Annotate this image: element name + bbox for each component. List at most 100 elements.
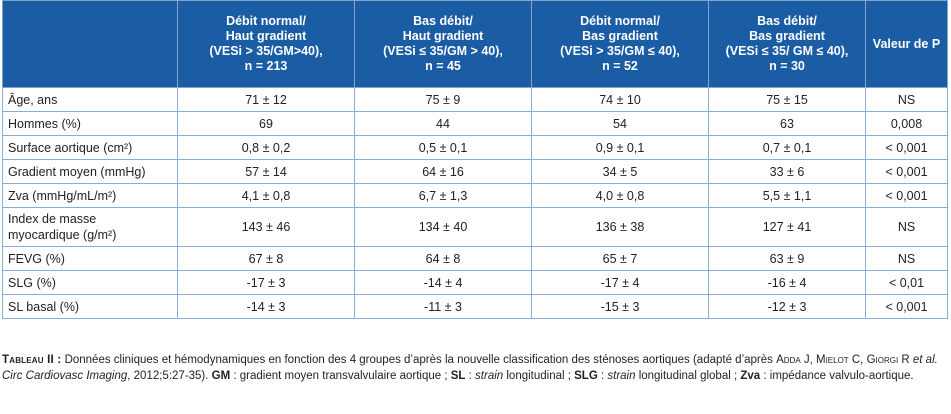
column-header-5: Valeur de P	[865, 0, 948, 88]
table-cell: 0,008	[865, 111, 948, 136]
header-line: Bas gradient	[582, 29, 658, 43]
header-line: n = 45	[425, 59, 461, 73]
table-cell: -11 ± 3	[354, 294, 532, 319]
table-cell: 33 ± 6	[708, 159, 866, 184]
header-line: Haut gradient	[402, 29, 484, 43]
table-row: SL basal (%) -14 ± 3 -11 ± 3 -15 ± 3 -12 ± 3…	[2, 294, 948, 319]
table-row: Âge, ans 71 ± 12 75 ± 9 74 ± 10 75 ± 15 NS	[2, 87, 948, 112]
def-gm: : gradient moyen transvalvulaire aortiqu…	[230, 370, 451, 382]
row-label: Gradient moyen (mmHg)	[2, 159, 178, 184]
table-cell: -12 ± 3	[708, 294, 866, 319]
abbr-zva: Zva	[740, 370, 761, 382]
table-cell: < 0,001	[865, 183, 948, 208]
table-cell: 6,7 ± 1,3	[354, 183, 532, 208]
row-label: Surface aortique (cm²)	[2, 135, 178, 160]
table-cell: 4,0 ± 0,8	[531, 183, 709, 208]
abbr-gm: GM	[211, 370, 231, 382]
header-line: (VESi > 35/GM>40),	[209, 44, 323, 58]
table-cell: 64 ± 16	[354, 159, 532, 184]
header-line: Haut gradient	[225, 29, 307, 43]
def-zva: : impédance valvulo-aortique.	[760, 370, 914, 382]
table-cell: 74 ± 10	[531, 87, 709, 112]
strain-word: strain	[475, 370, 504, 382]
header-line: (VESi ≤ 35/ GM ≤ 40),	[725, 44, 849, 58]
def-slg-pre: :	[597, 370, 608, 382]
row-label: Index de masse myocardique (g/m²)	[2, 207, 178, 247]
table-cell: 34 ± 5	[531, 159, 709, 184]
table-row: SLG (%) -17 ± 3 -14 ± 4 -17 ± 4 -16 ± 4 < 0,0…	[2, 270, 948, 295]
table-cell: < 0,001	[865, 135, 948, 160]
row-label: Hommes (%)	[2, 111, 178, 136]
table-cell: -14 ± 3	[177, 294, 355, 319]
strain-word: strain	[607, 370, 636, 382]
table-body: Âge, ans 71 ± 12 75 ± 9 74 ± 10 75 ± 15 NS Hom…	[2, 87, 948, 319]
table-cell: -15 ± 3	[531, 294, 709, 319]
table-cell: 0,9 ± 0,1	[531, 135, 709, 160]
table-cell: NS	[865, 246, 948, 271]
table-cell: 63 ± 9	[708, 246, 866, 271]
table-cell: 143 ± 46	[177, 207, 355, 247]
table-cell: -16 ± 4	[708, 270, 866, 295]
table-row: FEVG (%) 67 ± 8 64 ± 8 65 ± 7 63 ± 9 NS	[2, 246, 948, 271]
row-label: Âge, ans	[2, 87, 178, 112]
table-cell: 63	[708, 111, 866, 136]
table-cell: 54	[531, 111, 709, 136]
def-sl-post: longitudinal ;	[503, 370, 575, 382]
data-table: Débit normal/Haut gradient (VESi > 35/GM>…	[2, 0, 948, 319]
table-row: Zva (mmHg/mL/m²) 4,1 ± 0,8 6,7 ± 1,3 4,0 ± …	[2, 183, 948, 208]
document: Débit normal/Haut gradient (VESi > 35/GM>…	[2, 0, 948, 382]
header-line: Débit normal/	[226, 14, 306, 28]
table-caption: Tableau II : Données cliniques et hémody…	[2, 352, 947, 384]
column-header-0	[2, 0, 178, 88]
table-cell: NS	[865, 207, 948, 247]
column-header-4: Bas débit/Bas gradient (VESi ≤ 35/ GM ≤ 4…	[708, 0, 866, 88]
row-label: SL basal (%)	[2, 294, 178, 319]
table-row: Gradient moyen (mmHg) 57 ± 14 64 ± 16 34 ± …	[2, 159, 948, 184]
table-cell: 0,8 ± 0,2	[177, 135, 355, 160]
table-cell: 57 ± 14	[177, 159, 355, 184]
table-cell: -17 ± 4	[531, 270, 709, 295]
header-line: n = 52	[602, 59, 638, 73]
header-line: Bas débit/	[413, 14, 473, 28]
header-row: Débit normal/Haut gradient (VESi > 35/GM>…	[2, 0, 948, 88]
table-row: Surface aortique (cm²) 0,8 ± 0,2 0,5 ± 0,1…	[2, 135, 948, 160]
table-cell: < 0,001	[865, 159, 948, 184]
header-line: n = 30	[769, 59, 805, 73]
header-line: (VESi > 35/GM ≤ 40),	[560, 44, 680, 58]
header-line: Bas débit/	[757, 14, 817, 28]
table-cell: -17 ± 3	[177, 270, 355, 295]
caption-text: Données cliniques et hémodynamiques en f…	[61, 354, 777, 366]
row-label: FEVG (%)	[2, 246, 178, 271]
row-label: SLG (%)	[2, 270, 178, 295]
table-cell: < 0,001	[865, 294, 948, 319]
caption-ref: , 2012;5:27-35).	[127, 370, 212, 382]
table-cell: 67 ± 8	[177, 246, 355, 271]
table-cell: 71 ± 12	[177, 87, 355, 112]
header-line: Valeur de P	[872, 36, 941, 51]
table-cell: 0,7 ± 0,1	[708, 135, 866, 160]
abbr-sl: SL	[450, 370, 466, 382]
caption-lead: Tableau II :	[2, 354, 62, 366]
caption-journal: et al. Circ Cardiovasc Imaging	[2, 354, 938, 382]
caption-authors: Adda J, Mielot C, Giorgi R	[776, 354, 910, 366]
header-line: (VESi ≤ 35/GM > 40),	[383, 44, 503, 58]
table-cell: 64 ± 8	[354, 246, 532, 271]
header-line: Débit normal/	[580, 14, 660, 28]
table-row: Hommes (%) 69 44 54 63 0,008	[2, 111, 948, 136]
column-header-1: Débit normal/Haut gradient (VESi > 35/GM>…	[177, 0, 355, 88]
header-line: Bas gradient	[749, 29, 825, 43]
table-cell: < 0,01	[865, 270, 948, 295]
table-cell: 4,1 ± 0,8	[177, 183, 355, 208]
table-cell: 75 ± 9	[354, 87, 532, 112]
table-cell: NS	[865, 87, 948, 112]
table-cell: 75 ± 15	[708, 87, 866, 112]
column-header-2: Bas débit/Haut gradient (VESi ≤ 35/GM > 4…	[354, 0, 532, 88]
table-cell: 65 ± 7	[531, 246, 709, 271]
table-cell: 127 ± 41	[708, 207, 866, 247]
column-header-3: Débit normal/Bas gradient (VESi > 35/GM ≤…	[531, 0, 709, 88]
abbr-slg: SLG	[574, 370, 598, 382]
def-slg-post: longitudinal global ;	[635, 370, 741, 382]
table-cell: -14 ± 4	[354, 270, 532, 295]
header-line: n = 213	[244, 59, 288, 73]
row-label: Zva (mmHg/mL/m²)	[2, 183, 178, 208]
